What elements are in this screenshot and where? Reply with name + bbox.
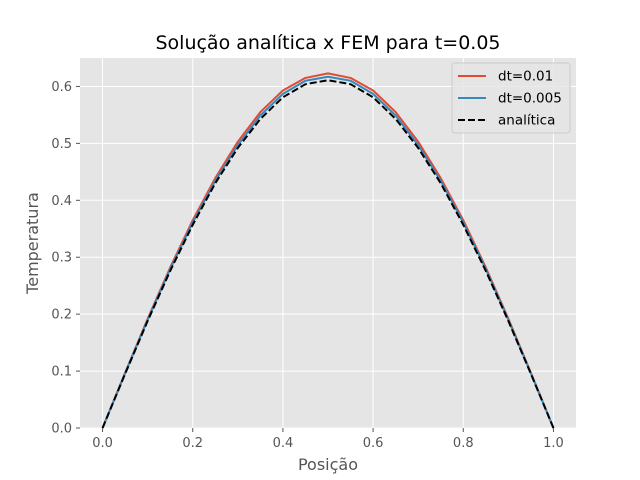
x-axis-label: Posição (298, 455, 358, 474)
y-tick-label: 0.6 (51, 80, 72, 95)
y-tick-label: 0.0 (51, 422, 72, 437)
legend-label: analítica (498, 113, 555, 129)
y-tick-label: 0.1 (51, 365, 72, 380)
legend-label: dt=0.01 (498, 69, 553, 85)
y-axis-ticks: 0.0 0.1 0.2 0.3 0.4 0.5 0.6 (51, 80, 80, 437)
series-line-dt-0-005 (101, 75, 555, 429)
y-tick-label: 0.3 (51, 251, 72, 266)
x-tick-label: 0.6 (363, 436, 384, 451)
series-lines (101, 72, 555, 429)
legend: dt=0.01 dt=0.005 analítica (451, 62, 571, 134)
legend-box (451, 62, 571, 134)
x-axis-ticks: 0.0 0.2 0.4 0.6 0.8 1.0 (92, 428, 564, 451)
legend-label: dt=0.005 (498, 91, 562, 107)
x-tick-label: 0.0 (92, 436, 113, 451)
y-tick-label: 0.2 (51, 308, 72, 323)
x-tick-label: 0.4 (273, 436, 294, 451)
x-tick-label: 0.8 (453, 436, 474, 451)
y-axis-label: Temperatura (23, 192, 42, 295)
y-tick-label: 0.5 (51, 137, 72, 152)
x-tick-label: 0.2 (182, 436, 203, 451)
x-tick-label: 1.0 (543, 436, 564, 451)
y-tick-label: 0.4 (51, 194, 72, 209)
chart-title: Solução analítica x FEM para t=0.05 (155, 32, 500, 54)
